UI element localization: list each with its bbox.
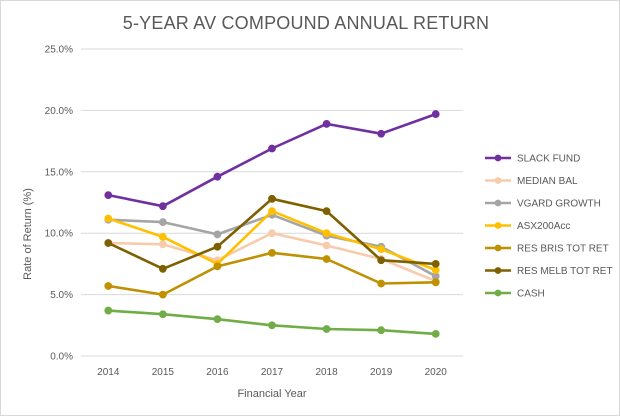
series-asx200acc [104,207,440,274]
series-line [107,251,438,296]
y-tick-label: 20.0% [45,106,73,117]
legend: SLACK FUND MEDIAN BAL VGARD GROWTH ASX200Ac… [485,154,613,300]
legend-swatch-marker [494,267,502,274]
legend-label: SLACK FUND [517,154,580,165]
data-point [377,326,386,335]
legend-label: RES MELB TOT RET [517,266,613,277]
y-tick-label: 15.0% [45,167,73,178]
data-point [431,260,440,268]
data-point [322,120,331,128]
x-tick-label: 2015 [152,367,175,378]
legend-item: ASX200Acc [485,221,570,232]
data-point [213,262,222,271]
data-point [322,229,331,238]
legend-item: RES BRIS TOT RET [485,244,609,255]
x-axis-ticks: 2014 2015 2016 2017 2018 2019 2020 [97,367,447,378]
legend-swatch-marker [494,154,502,162]
legend-label: RES BRIS TOT RET [517,244,609,255]
data-point [213,172,222,181]
y-axis-label: Rate of Return (%) [22,188,34,280]
data-point [158,264,167,273]
data-point [322,241,331,250]
x-tick-label: 2020 [425,367,448,378]
x-tick-label: 2016 [206,367,229,378]
series-line [107,112,438,208]
y-tick-label: 25.0% [45,45,73,56]
data-point [158,310,167,319]
legend-item: MEDIAN BAL [485,176,578,187]
data-point [322,325,331,333]
legend-item: CASH [485,289,545,300]
data-point [377,129,386,138]
data-point [268,321,276,330]
data-point [268,144,276,153]
legend-swatch-marker [494,177,502,184]
legend-label: VGARD GROWTH [517,199,601,210]
data-point [104,214,113,223]
chart-title: 5-YEAR AV COMPOUND ANNUAL RETURN [123,13,489,33]
data-point [158,232,167,241]
data-point [158,218,167,227]
data-point [431,278,440,287]
legend-swatch-marker [494,199,502,207]
series-res-melb-tot-ret [104,194,440,273]
legend-swatch-marker [494,222,502,229]
legend-item: SLACK FUND [485,154,580,165]
data-point [377,245,386,254]
y-tick-label: 5.0% [50,290,73,301]
data-point [158,240,167,249]
data-point [377,279,386,288]
data-point [322,255,331,263]
x-tick-label: 2017 [261,367,284,378]
legend-label: MEDIAN BAL [517,176,578,187]
data-point [104,282,113,290]
x-tick-label: 2019 [370,367,393,378]
data-point [213,230,222,239]
data-point [104,239,113,247]
series-slack-fund [104,110,440,211]
data-point [268,194,276,203]
legend-item: VGARD GROWTH [485,199,601,210]
data-point [104,191,113,200]
data-point [268,207,276,215]
series-lines [104,110,440,338]
data-point [431,329,440,338]
y-axis-ticks: 0.0% 5.0% 10.0% 15.0% 20.0% 25.0% [45,45,73,363]
data-point [213,242,222,251]
data-point [268,229,276,238]
legend-label: CASH [517,289,545,300]
data-point [377,256,386,265]
series-line [107,231,438,283]
data-point [268,248,276,257]
legend-swatch-marker [494,289,502,297]
data-point [158,202,167,211]
legend-label: ASX200Acc [517,221,570,232]
data-point [322,207,331,215]
series-res-bris-tot-ret [104,248,440,299]
y-tick-label: 0.0% [50,352,73,363]
x-tick-label: 2018 [315,367,338,378]
data-point [213,315,222,324]
legend-item: RES MELB TOT RET [485,266,613,277]
y-tick-label: 10.0% [45,229,73,240]
x-tick-label: 2014 [97,367,120,378]
series-cash [104,306,440,338]
legend-swatch-marker [494,244,502,252]
data-point [104,306,113,315]
data-point [158,290,167,299]
series-median-bal [104,229,440,285]
series-vgard-growth [104,210,440,281]
data-point [431,110,440,118]
x-axis-label: Financial Year [237,388,306,400]
